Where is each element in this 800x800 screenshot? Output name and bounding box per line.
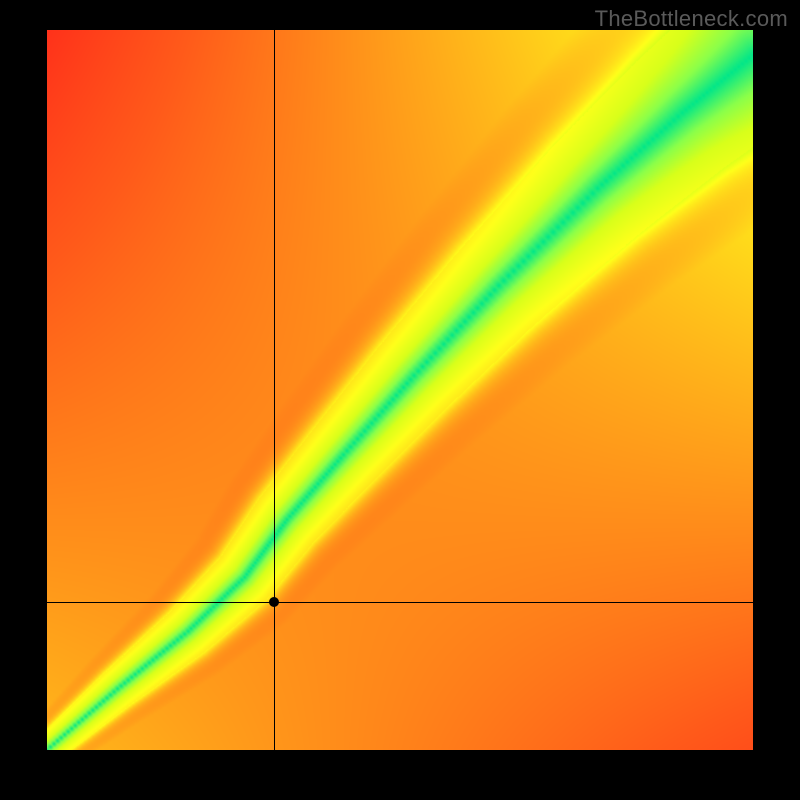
crosshair-horizontal [47,602,753,603]
watermark-text: TheBottleneck.com [595,6,788,32]
heatmap-canvas [47,30,753,750]
crosshair-vertical [274,30,275,750]
selection-marker-dot [269,597,279,607]
bottleneck-heatmap [47,30,753,750]
